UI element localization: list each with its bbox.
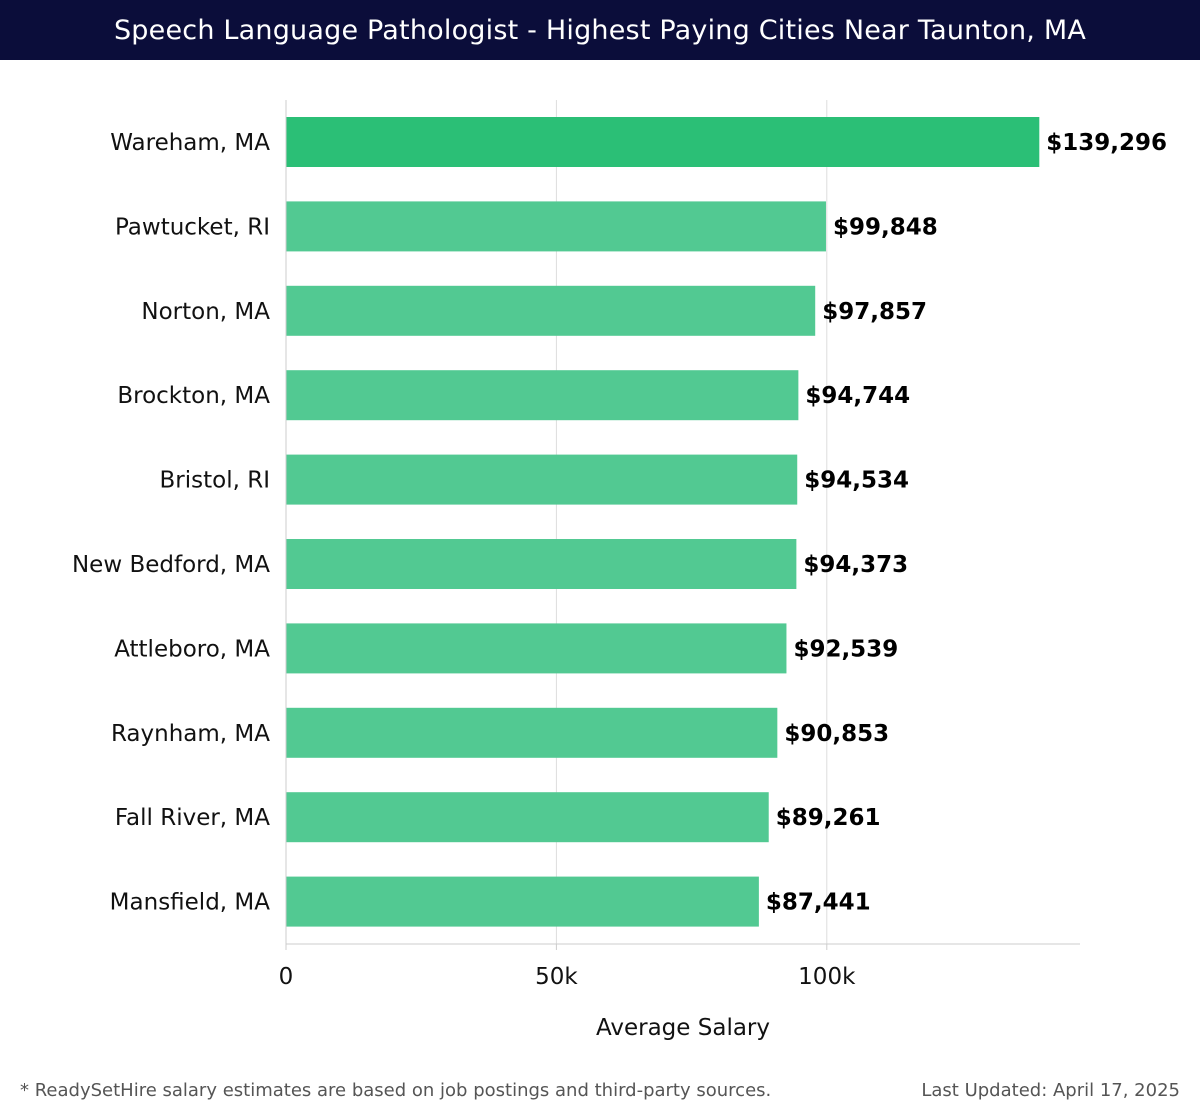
data-label: $99,848 xyxy=(833,214,938,240)
bar xyxy=(286,454,798,505)
data-label: $139,296 xyxy=(1046,130,1167,156)
bar xyxy=(286,707,778,758)
chart-title: Speech Language Pathologist - Highest Pa… xyxy=(113,14,1087,46)
bar xyxy=(286,117,1040,167)
category-label: Raynham, MA xyxy=(111,721,270,747)
data-label: $97,857 xyxy=(822,299,927,325)
data-label: $94,744 xyxy=(805,383,910,409)
last-updated: Last Updated: April 17, 2025 xyxy=(921,1080,1180,1101)
bar xyxy=(286,285,816,336)
data-label: $92,539 xyxy=(793,636,898,662)
data-label: $87,441 xyxy=(766,890,871,916)
title-bar: Speech Language Pathologist - Highest Pa… xyxy=(0,0,1200,60)
bar xyxy=(286,623,787,674)
footer-note: * ReadySetHire salary estimates are base… xyxy=(20,1080,772,1101)
data-label: $94,534 xyxy=(804,468,909,494)
category-label: Bristol, RI xyxy=(160,468,270,494)
data-label: $94,373 xyxy=(803,552,908,578)
category-label: Pawtucket, RI xyxy=(115,214,270,240)
category-label: Mansfield, MA xyxy=(110,890,271,916)
category-label: Wareham, MA xyxy=(110,130,270,156)
category-label: Brockton, MA xyxy=(117,383,270,409)
category-label: Fall River, MA xyxy=(115,805,270,831)
bar-chart: Wareham, MA $139,296 Pawtucket, RI $99,848 N… xyxy=(72,100,1167,1041)
data-label: $90,853 xyxy=(784,721,889,747)
x-tick-label: 50k xyxy=(535,964,578,990)
bar xyxy=(286,792,769,843)
x-tick-label: 0 xyxy=(279,964,294,990)
category-label: Attleboro, MA xyxy=(114,636,270,662)
bar xyxy=(286,201,826,252)
bar xyxy=(286,876,759,927)
data-label: $89,261 xyxy=(776,805,881,831)
x-axis-title: Average Salary xyxy=(596,1015,770,1041)
category-label: New Bedford, MA xyxy=(72,552,270,578)
bars: Wareham, MA $139,296 Pawtucket, RI $99,848 N… xyxy=(72,117,1167,927)
x-tick-label: 100k xyxy=(798,964,856,990)
bar xyxy=(286,370,799,421)
category-label: Norton, MA xyxy=(141,299,270,325)
bar xyxy=(286,539,797,589)
x-axis: 0 50k 100k xyxy=(279,100,1080,990)
